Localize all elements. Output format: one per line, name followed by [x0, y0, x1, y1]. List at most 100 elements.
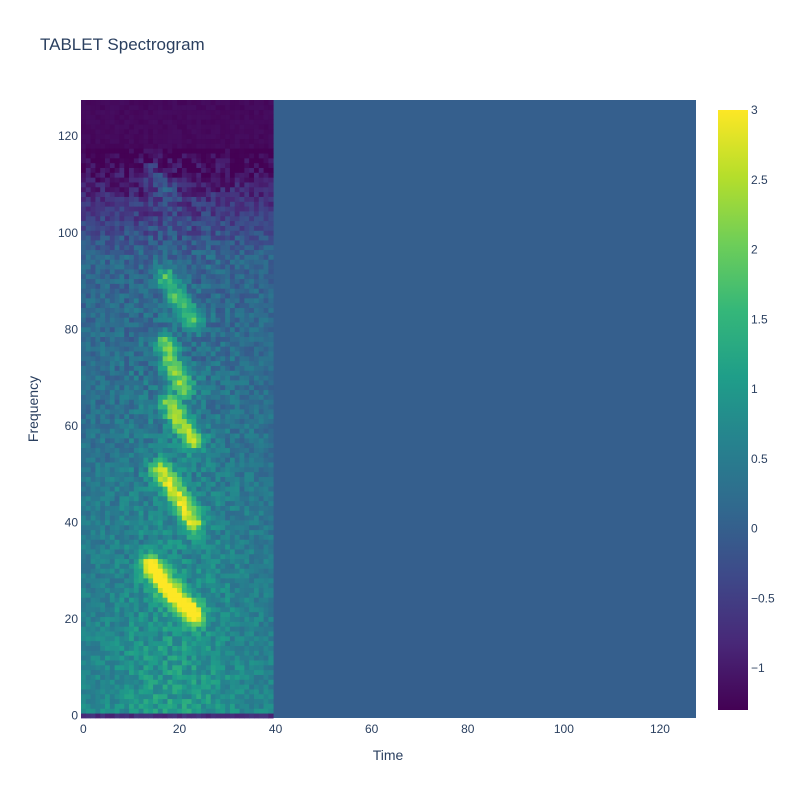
heatmap-cell — [95, 471, 101, 477]
heatmap-cell — [225, 399, 231, 405]
heatmap-cell — [90, 553, 96, 560]
heatmap-cell — [244, 355, 250, 362]
heatmap-cell — [229, 708, 236, 714]
heatmap-cell — [162, 177, 168, 183]
heatmap-cell — [148, 109, 154, 115]
heatmap-cell — [220, 375, 226, 381]
heatmap-cell — [263, 230, 269, 236]
heatmap-cell — [105, 109, 111, 115]
heatmap-cell — [263, 375, 269, 381]
heatmap-cell — [157, 447, 164, 453]
heatmap-cell — [191, 133, 197, 140]
heatmap-cell — [95, 626, 101, 632]
heatmap-cell — [138, 568, 144, 574]
heatmap-cell — [90, 592, 96, 598]
heatmap-cell — [191, 336, 197, 342]
heatmap-cell — [105, 558, 111, 564]
heatmap-cell — [215, 650, 221, 656]
heatmap-cell — [95, 631, 101, 637]
heatmap-cell — [239, 162, 245, 168]
heatmap-cell — [100, 563, 106, 569]
heatmap-cell — [234, 650, 240, 656]
heatmap-cell — [119, 640, 125, 646]
heatmap-cell — [153, 162, 159, 168]
heatmap-cell — [234, 631, 240, 637]
heatmap-cell — [129, 486, 135, 492]
heatmap-cell — [244, 684, 250, 690]
heatmap-cell — [253, 182, 260, 188]
heatmap-cell — [124, 119, 130, 125]
heatmap-cell — [153, 597, 159, 603]
heatmap-cell — [143, 225, 149, 231]
heatmap-cell — [181, 162, 188, 168]
heatmap-cell — [229, 114, 236, 120]
heatmap-cell — [143, 273, 149, 280]
heatmap-cell — [205, 360, 212, 366]
heatmap-cell — [143, 409, 149, 415]
heatmap-cell — [167, 288, 173, 294]
heatmap-cell — [181, 201, 188, 207]
heatmap-cell — [220, 577, 226, 584]
heatmap-cell — [239, 558, 245, 564]
heatmap-cell — [153, 389, 159, 395]
heatmap-cell — [172, 211, 178, 217]
heatmap-cell — [172, 317, 178, 323]
heatmap-cell — [100, 500, 106, 506]
heatmap-cell — [244, 157, 250, 164]
heatmap-cell — [85, 500, 91, 506]
heatmap-cell — [229, 568, 236, 574]
heatmap-cell — [119, 380, 125, 386]
heatmap-cell — [196, 148, 202, 154]
heatmap-cell — [81, 341, 87, 347]
heatmap-cell — [162, 495, 168, 502]
heatmap-cell — [124, 592, 130, 598]
heatmap-cell — [215, 172, 221, 178]
heatmap-cell — [196, 520, 202, 526]
heatmap-cell — [215, 143, 221, 149]
heatmap-cell — [148, 273, 154, 280]
heatmap-cell — [95, 283, 101, 289]
heatmap-cell — [129, 409, 135, 415]
heatmap-cell — [124, 370, 130, 376]
heatmap-cell — [114, 577, 120, 584]
heatmap-cell — [95, 409, 101, 415]
heatmap-cell — [162, 423, 168, 429]
heatmap-cell — [177, 645, 183, 651]
heatmap-cell — [215, 317, 221, 323]
heatmap-cell — [201, 409, 207, 415]
heatmap-cell — [162, 302, 168, 309]
heatmap-cell — [95, 418, 101, 424]
heatmap-cell — [143, 206, 149, 212]
heatmap-cell — [229, 553, 236, 560]
heatmap-cell — [129, 418, 135, 424]
heatmap-cell — [210, 249, 216, 255]
heatmap-cell — [210, 206, 216, 212]
heatmap-cell — [244, 399, 250, 405]
heatmap-cell — [244, 351, 250, 357]
heatmap-cell — [210, 481, 216, 487]
heatmap-cell — [181, 355, 188, 362]
heatmap-cell — [210, 587, 216, 593]
heatmap-cell — [177, 143, 183, 149]
heatmap-cell — [229, 486, 236, 492]
heatmap-cell — [105, 341, 111, 347]
heatmap-cell — [105, 133, 111, 140]
heatmap-cell — [153, 650, 159, 656]
heatmap-cell — [129, 549, 135, 555]
heatmap-cell — [138, 225, 144, 231]
heatmap-cell — [239, 384, 245, 391]
heatmap-cell — [258, 312, 264, 318]
heatmap-cell — [225, 114, 231, 120]
heatmap-cell — [100, 211, 106, 217]
heatmap-cell — [258, 437, 264, 444]
heatmap-cell — [124, 462, 130, 468]
heatmap-cell — [129, 553, 135, 560]
heatmap-cell — [225, 360, 231, 366]
heatmap-cell — [143, 689, 149, 695]
heatmap-cell — [129, 674, 135, 680]
heatmap-cell — [225, 297, 231, 304]
heatmap-cell — [249, 505, 255, 511]
heatmap-cell — [95, 650, 101, 656]
heatmap-cell — [119, 539, 125, 545]
heatmap-cell — [220, 240, 226, 246]
